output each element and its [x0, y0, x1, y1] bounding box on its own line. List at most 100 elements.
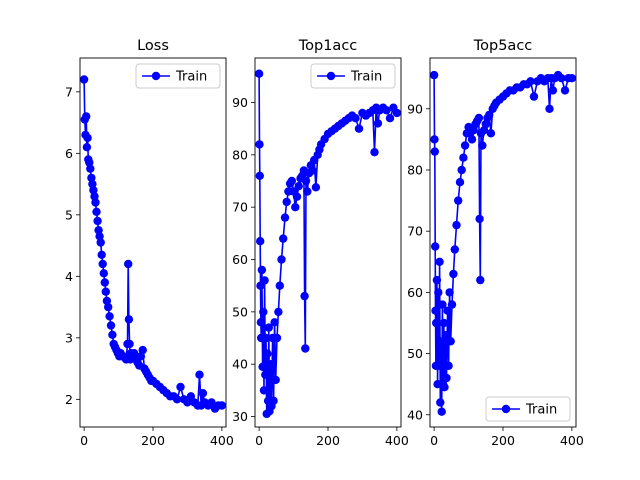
data-point [259, 386, 269, 395]
data-point [441, 331, 450, 340]
data-point [459, 153, 468, 162]
data-point [455, 178, 465, 187]
data-point [254, 69, 264, 78]
data-point [303, 187, 312, 196]
y-tick-label: 80 [407, 162, 423, 177]
y-tick-label: 50 [232, 304, 248, 319]
data-point [454, 196, 463, 205]
data-point [301, 176, 311, 186]
data-point [277, 255, 286, 264]
legend: Train [310, 63, 396, 89]
data-point [436, 398, 445, 407]
data-point [282, 197, 291, 207]
y-tick-label: 60 [232, 252, 248, 267]
data-point [301, 344, 310, 353]
data-point [392, 108, 402, 118]
data-point [430, 135, 439, 144]
y-tick-label: 90 [407, 101, 423, 116]
data-point [87, 173, 96, 183]
data-point [91, 198, 100, 207]
data-point [125, 339, 134, 349]
data-point [287, 176, 296, 186]
chart-panel-2: Top1acc 0 200 400 30 40 50 60 70 80 90 Train [232, 38, 409, 448]
legend-marker-swatch [326, 71, 336, 81]
data-point [183, 398, 192, 407]
data-point [439, 318, 448, 328]
x-tick-label: 200 [316, 433, 340, 448]
data-point [96, 238, 105, 247]
axes-frame [254, 57, 402, 428]
data-point [82, 143, 92, 152]
data-point [255, 171, 264, 180]
y-tick-label: 7 [65, 84, 73, 99]
data-point [292, 192, 302, 201]
x-tick-label: 0 [255, 433, 263, 448]
data-point [440, 383, 449, 392]
y-tick-label: 40 [232, 357, 248, 372]
legend: Train [485, 396, 571, 422]
data-point [447, 300, 457, 309]
data-point [354, 124, 364, 133]
data-point [485, 110, 494, 120]
data-point [444, 361, 453, 370]
x-tick-label: 200 [141, 433, 165, 448]
data-point [450, 245, 459, 254]
data-point [486, 129, 496, 138]
data-point [106, 321, 116, 330]
data-point [430, 147, 439, 156]
data-point [437, 407, 446, 416]
data-point [351, 114, 360, 123]
data-point [176, 382, 185, 392]
data-point [548, 86, 558, 95]
chart-title: Loss [137, 38, 169, 54]
y-tick-label: 70 [407, 224, 423, 239]
y-tick-label: 5 [65, 207, 73, 222]
data-point [449, 269, 458, 279]
data-point [474, 113, 484, 123]
data-point [172, 395, 182, 404]
data-point [186, 392, 196, 401]
data-point [274, 307, 283, 317]
x-tick-label: 200 [491, 433, 515, 448]
y-tick-label: 40 [407, 407, 423, 422]
data-point [257, 265, 267, 275]
data-point [264, 323, 273, 332]
series-line [433, 74, 572, 413]
legend-box [310, 63, 396, 89]
data-point [429, 70, 439, 80]
data-point [83, 133, 92, 143]
data-point [79, 75, 89, 84]
data-point [89, 186, 98, 195]
data-point [217, 401, 227, 410]
data-point [529, 92, 539, 101]
data-point [266, 360, 275, 369]
legend-label: Train [350, 70, 382, 85]
data-point [138, 345, 147, 355]
data-point [92, 207, 101, 216]
legend-label: Train [525, 403, 557, 418]
x-tick-label: 0 [80, 433, 88, 448]
data-point [198, 389, 208, 398]
data-point [308, 166, 317, 175]
chart-title: Top1acc [298, 38, 358, 54]
axes-frame [79, 57, 227, 428]
data-point [263, 349, 272, 358]
data-point [457, 165, 466, 175]
data-point [545, 104, 554, 114]
data-point [275, 281, 284, 290]
data-point [270, 318, 279, 327]
data-point [432, 318, 441, 328]
data-point [478, 141, 487, 150]
data-point [98, 259, 107, 269]
data-point [431, 242, 440, 251]
legend-box [135, 63, 221, 89]
data-point [207, 398, 216, 407]
y-tick-label: 50 [407, 346, 423, 361]
data-point [291, 203, 300, 212]
data-point [373, 119, 383, 128]
data-point [195, 370, 204, 379]
data-point [280, 213, 290, 222]
data-point [434, 288, 443, 297]
data-point [256, 237, 265, 246]
